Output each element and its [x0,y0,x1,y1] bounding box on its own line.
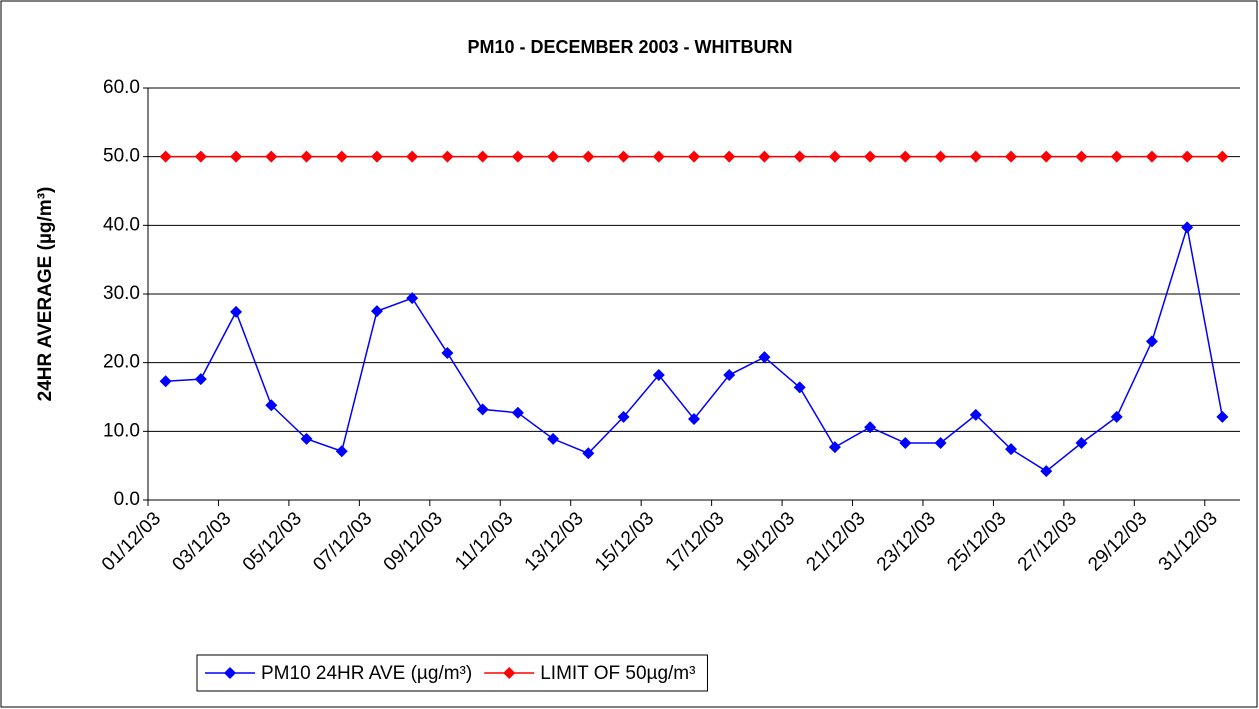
data-marker [864,421,877,434]
data-marker [335,150,348,163]
data-marker [370,305,383,318]
data-marker [335,445,348,458]
y-tick-label: 20.0 [103,352,140,373]
data-marker [406,292,419,305]
y-tick-label: 50.0 [103,146,140,167]
data-marker [476,150,489,163]
data-marker [617,150,630,163]
data-marker [159,150,172,163]
legend: PM10 24HR AVE (µg/m³) LIMIT OF 50µg/m³ [196,654,708,692]
data-marker [265,399,278,412]
data-marker [511,406,524,419]
data-marker [1005,443,1018,456]
data-marker [300,150,313,163]
data-marker [547,150,560,163]
data-marker [476,403,489,416]
y-tick-label: 0.0 [114,489,140,510]
data-marker [828,441,841,454]
legend-label: PM10 24HR AVE (µg/m³) [261,663,472,684]
data-marker [582,447,595,460]
data-marker [406,150,419,163]
data-marker [934,150,947,163]
data-marker [511,150,524,163]
data-marker [1145,150,1158,163]
data-marker [582,150,595,163]
data-marker [1110,410,1123,423]
data-marker [230,150,243,163]
data-marker [1110,150,1123,163]
data-marker [1040,150,1053,163]
data-marker [159,375,172,388]
data-marker [828,150,841,163]
data-marker [547,432,560,445]
data-marker [688,412,700,425]
legend-marker [503,667,516,679]
data-marker [969,408,982,421]
y-tick-label: 40.0 [103,214,140,235]
data-marker [652,150,665,163]
data-marker [1216,150,1229,163]
y-tick-label: 10.0 [103,420,140,441]
data-marker [1075,150,1088,163]
data-marker [1075,437,1088,450]
data-marker [1181,150,1194,163]
data-marker [899,437,912,450]
data-marker [652,369,665,382]
data-marker [265,150,278,163]
data-marker [969,150,982,163]
data-marker [723,369,736,382]
legend-label: LIMIT OF 50µg/m³ [540,663,695,684]
data-marker [617,410,630,423]
data-marker [688,150,700,163]
y-tick-label: 60.0 [103,77,140,98]
data-marker [300,432,313,445]
data-marker [758,351,771,364]
data-marker [899,150,912,163]
data-marker [758,150,771,163]
data-marker [1181,221,1194,234]
chart-title: PM10 - DECEMBER 2003 - WHITBURN [467,37,792,57]
data-marker [441,150,454,163]
data-marker [793,381,806,394]
y-axis-title: 24HR AVERAGE (µg/m³) [35,187,56,402]
y-tick-label: 30.0 [103,283,140,304]
data-marker [1145,335,1158,348]
legend-box [196,654,708,692]
data-marker [441,347,454,360]
legend-marker [224,667,236,679]
data-marker [793,150,806,163]
data-marker [370,150,383,163]
data-marker [230,305,243,318]
data-marker [1005,150,1018,163]
data-marker [723,150,736,163]
data-marker [194,150,207,163]
data-marker [864,150,877,163]
data-marker [1216,410,1229,423]
data-marker [1040,465,1053,478]
data-marker [194,373,207,386]
data-marker [934,437,947,450]
